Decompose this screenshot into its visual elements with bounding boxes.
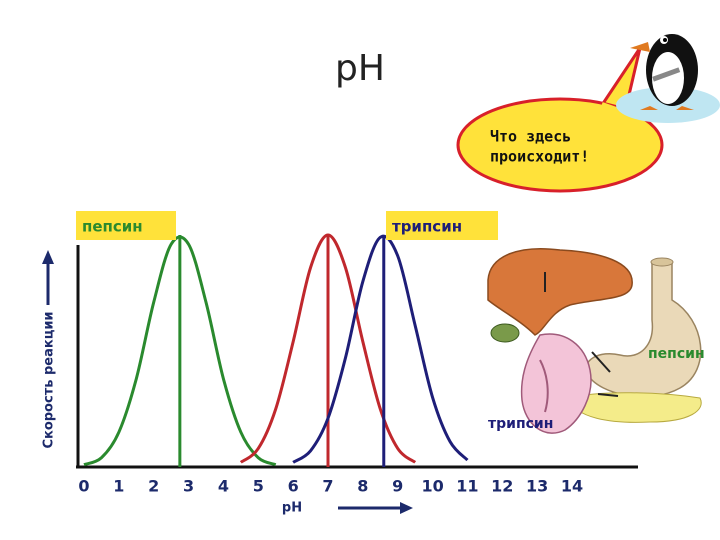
x-tick-label: 11: [456, 477, 478, 496]
x-tick-label: 4: [218, 477, 229, 496]
y-axis-label: Скорость реакции: [42, 311, 57, 448]
x-tick-label: 8: [357, 477, 368, 496]
speech-bubble: [456, 47, 664, 193]
legend-box: [386, 211, 498, 240]
x-tick-label: 13: [526, 477, 548, 496]
x-tick-label: 9: [392, 477, 403, 496]
x-tick-label: 0: [78, 477, 89, 496]
x-arrow-head: [400, 502, 413, 514]
legend-label: пепсин: [82, 218, 143, 236]
organ-label: пепсин: [648, 346, 705, 362]
penguin: [616, 34, 720, 123]
x-tick-label: 7: [322, 477, 333, 496]
organs-illustration: [487, 248, 702, 434]
y-arrow-head: [42, 250, 54, 264]
x-tick-label: 10: [421, 477, 443, 496]
x-tick-label: 12: [491, 477, 513, 496]
curve: [292, 234, 469, 464]
x-tick-label: 5: [253, 477, 264, 496]
speech-text: Что здесь: [490, 128, 571, 146]
x-tick-label: 2: [148, 477, 159, 496]
x-axis-label: pH: [282, 501, 302, 516]
organ-label: трипсин: [488, 416, 553, 432]
legend-box: [76, 211, 176, 240]
x-tick-label: 14: [561, 477, 583, 496]
speech-text: происходит!: [490, 148, 589, 166]
legend-label: трипсин: [392, 218, 462, 236]
curve: [83, 235, 277, 467]
x-tick-label: 3: [183, 477, 194, 496]
x-tick-label: 6: [288, 477, 299, 496]
x-tick-label: 1: [113, 477, 124, 496]
title: pH: [335, 48, 385, 89]
